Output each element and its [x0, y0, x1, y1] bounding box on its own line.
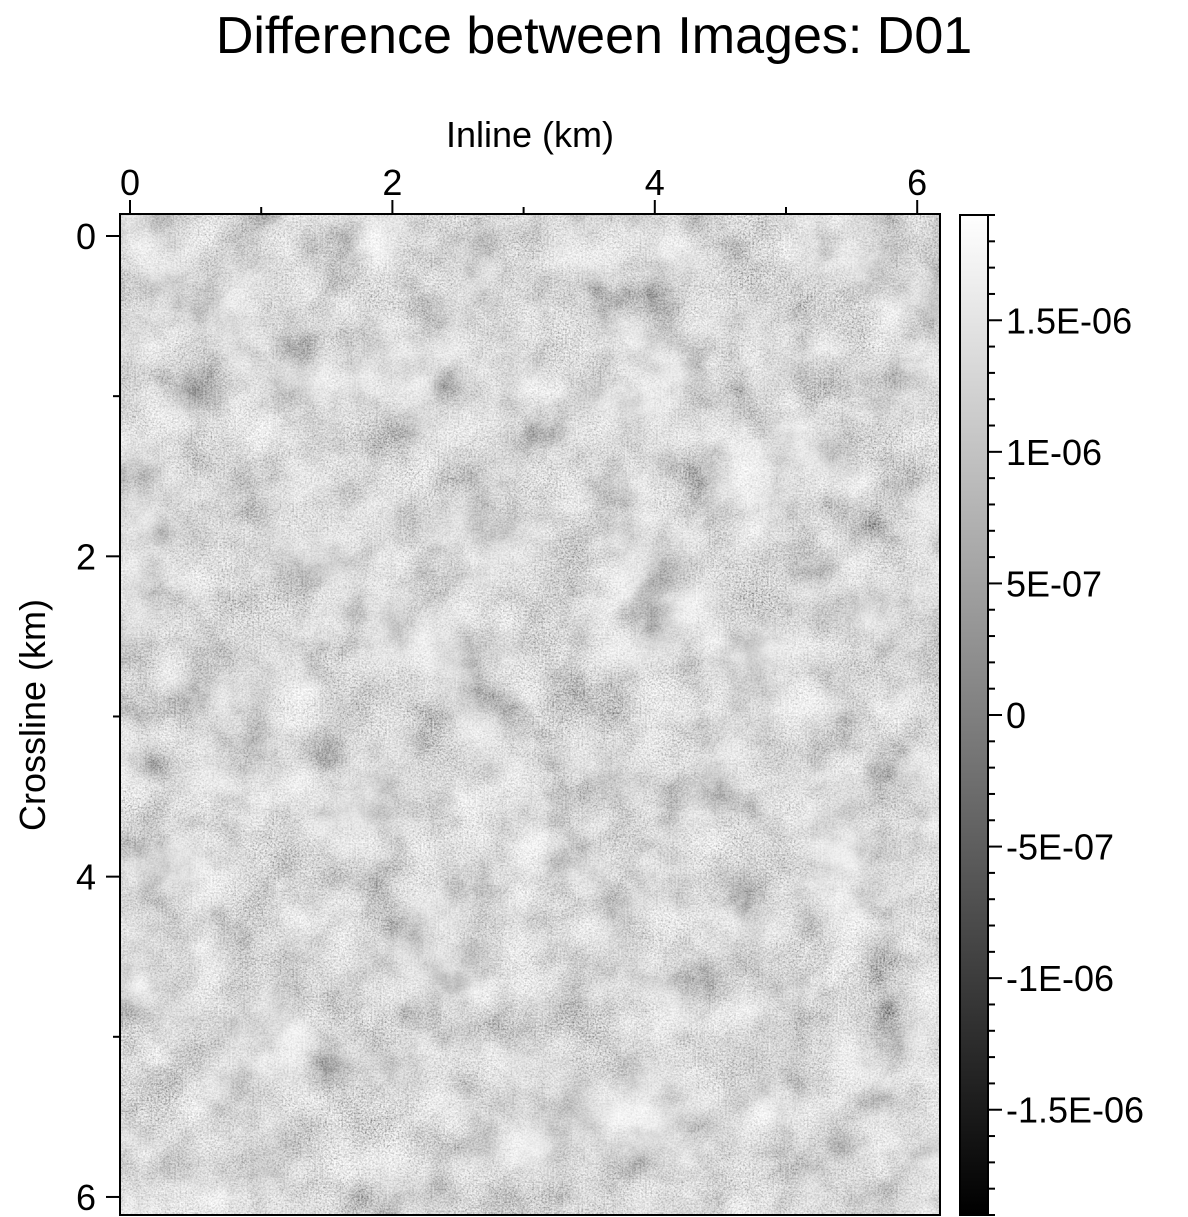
x-axis: 0 2 4 6 — [120, 162, 927, 214]
y-tick-label: 4 — [76, 857, 96, 898]
y-axis: 0 2 4 6 — [76, 216, 120, 1217]
colorbar-tick-label: 0 — [1006, 695, 1026, 736]
y-axis-title: Crossline (km) — [12, 599, 53, 831]
chart-title: Difference between Images: D01 — [215, 7, 973, 65]
colorbar-tick-label: -5E-07 — [1006, 827, 1114, 868]
x-tick-label: 2 — [382, 162, 402, 203]
plot-frame — [119, 213, 941, 1216]
colorbar-tick-label: 5E-07 — [1006, 563, 1102, 604]
heatmap-image — [120, 214, 940, 1215]
x-tick-label: 0 — [120, 162, 140, 203]
x-tick-label: 4 — [645, 162, 665, 203]
colorbar-axis: 1.5E-06 1E-06 5E-07 0 -5E-07 -1E-06 -1.5E-06 — [988, 214, 1144, 1216]
colorbar-tick-label: 1.5E-06 — [1006, 300, 1132, 341]
y-tick-label: 6 — [76, 1177, 96, 1217]
x-tick-label: 6 — [907, 162, 927, 203]
colorbar-tick-label: 1E-06 — [1006, 432, 1102, 473]
colorbar-tick-label: -1.5E-06 — [1006, 1090, 1144, 1131]
colorbar-tick-label: -1E-06 — [1006, 958, 1114, 999]
y-tick-label: 2 — [76, 536, 96, 577]
y-tick-label: 0 — [76, 216, 96, 257]
colorbar — [959, 214, 989, 1216]
x-axis-title: Inline (km) — [446, 114, 614, 155]
